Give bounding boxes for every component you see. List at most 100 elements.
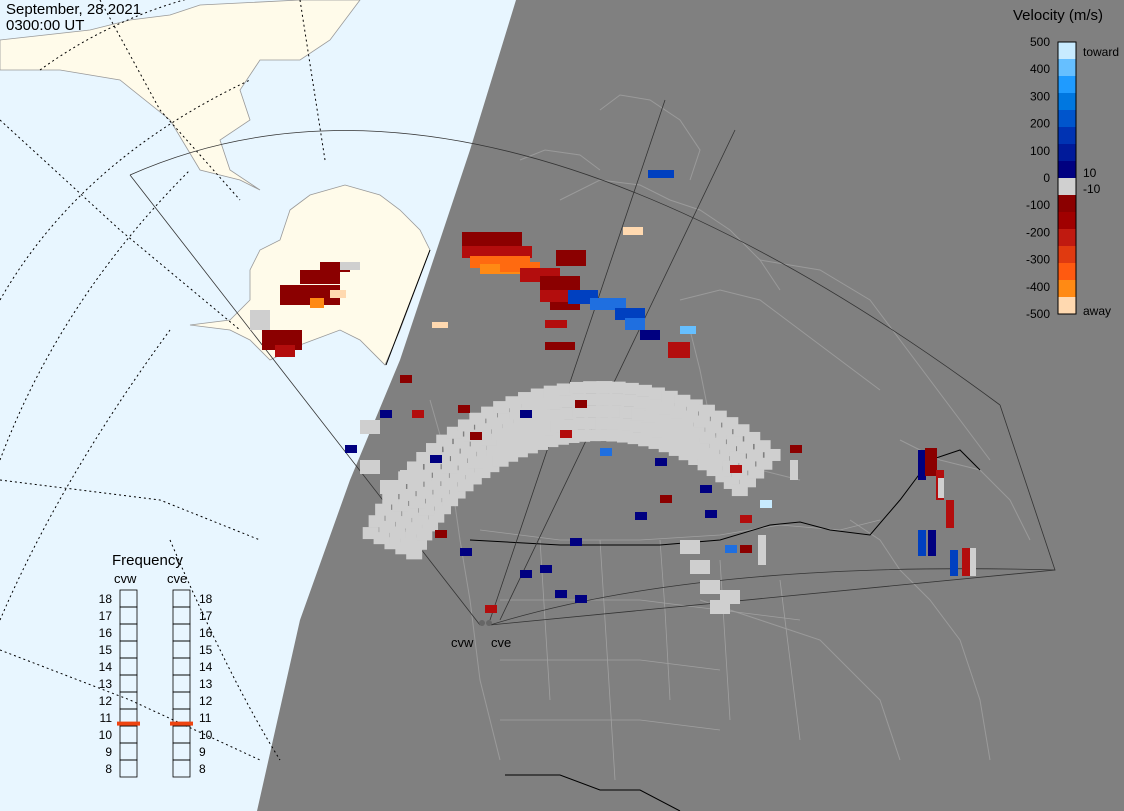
echo-cell: [646, 399, 663, 412]
station-markers: cvw cve: [451, 620, 511, 650]
colorbar-cell: [1058, 280, 1076, 298]
colorbar-title: Velocity (m/s): [1013, 7, 1103, 24]
echo-cell: [558, 395, 575, 408]
echo-cell: [250, 310, 270, 330]
echo-cell: [640, 330, 660, 340]
echo-cell: [660, 495, 672, 503]
echo-cell: [360, 460, 380, 474]
graticule: [0, 0, 326, 761]
frequency-scale-label: 14: [99, 660, 113, 674]
colorbar-frame: [1057, 41, 1077, 315]
colorbar-tick-label: -400: [1026, 280, 1050, 294]
echo-cell: [412, 410, 424, 418]
frequency-scale-label: 18: [199, 592, 213, 606]
echo-cell: [556, 250, 586, 266]
night-coastlines: [429, 94, 1031, 761]
echo-cell: [275, 345, 295, 357]
echo-cell: [674, 394, 691, 407]
echo-cell: [575, 400, 587, 408]
echo-cell: [686, 399, 703, 412]
echo-cell: [520, 570, 532, 578]
velocity-echoes: [250, 170, 976, 614]
echo-cell: [362, 527, 379, 540]
echo-cell: [583, 393, 600, 406]
echo-cell: [545, 320, 567, 328]
frequency-scale-label: 16: [99, 626, 113, 640]
echo-cell: [655, 458, 667, 466]
colorbar-tick-label: 500: [1030, 35, 1050, 49]
echo-cell: [458, 405, 470, 413]
echo-cell: [462, 232, 522, 246]
echo-cell: [633, 396, 650, 409]
echo-cell: [596, 393, 613, 406]
colorbar-cell: [1058, 212, 1076, 230]
echo-cell: [310, 298, 324, 308]
echo-cell: [569, 381, 586, 394]
echo-cell: [609, 381, 626, 394]
echo-cell: [621, 394, 638, 407]
echo-cell: [400, 470, 420, 484]
echo-cell: [928, 530, 936, 556]
frequency-scale-label: 14: [199, 660, 213, 674]
colorbar-tick-label: 100: [1030, 144, 1050, 158]
echo-cell: [648, 387, 665, 400]
colorbar-cell: [1058, 229, 1076, 247]
frequency-scale-label: 13: [199, 677, 213, 691]
echo-cell: [600, 448, 612, 456]
echo-cell: [740, 545, 752, 553]
echo-cell: [758, 535, 766, 565]
echo-cell: [500, 262, 540, 272]
echo-cell: [382, 492, 399, 505]
station-cve-marker: [486, 620, 492, 626]
echo-cell: [635, 384, 652, 397]
time-label: 0300:00 UT: [6, 17, 85, 34]
echo-cell: [400, 375, 412, 383]
frequency-scale-label: 12: [199, 694, 213, 708]
echo-cell: [345, 445, 357, 453]
frequency-cell: [172, 759, 191, 778]
echo-cell: [608, 393, 625, 406]
echo-cell: [380, 480, 400, 494]
echo-cell: [946, 500, 954, 528]
echo-cell: [360, 420, 380, 434]
echo-cell: [330, 290, 346, 298]
echo-cell: [918, 530, 926, 556]
colorbar-cell: [1058, 178, 1076, 196]
echo-cell: [970, 548, 976, 576]
echo-cell: [530, 388, 547, 401]
echo-cell: [700, 580, 720, 594]
echo-cell: [725, 545, 737, 553]
frequency-label-cve: cve: [167, 571, 187, 586]
station-cvw-marker: [479, 620, 485, 626]
frequency-scale-label: 8: [199, 762, 206, 776]
echo-cell: [658, 402, 675, 415]
frequency-indicator-cve: [170, 721, 193, 726]
colorbar-cell: [1058, 297, 1076, 315]
land-siberia: [0, 0, 361, 191]
frequency-label-cvw: cvw: [114, 571, 137, 586]
frequency-scale-label: 15: [199, 643, 213, 657]
echo-cell: [690, 560, 710, 574]
frequency-scale-label: 8: [105, 762, 112, 776]
echo-cell: [710, 600, 730, 614]
frequency-scale-label: 18: [99, 592, 113, 606]
echo-cell: [543, 385, 560, 398]
echo-cell: [705, 510, 717, 518]
echo-cell: [575, 595, 587, 603]
echo-cell: [648, 170, 674, 178]
echo-cell: [625, 318, 645, 330]
echo-cell: [740, 515, 752, 523]
echo-cell: [962, 548, 970, 576]
station-label-cvw: cvw: [451, 635, 474, 650]
colorbar-tick-label: 0: [1043, 171, 1050, 185]
colorbar-small-pos: 10: [1083, 166, 1097, 180]
colorbar-cell: [1058, 195, 1076, 213]
echo-cell: [918, 450, 926, 480]
colorbar-tick-label: -500: [1026, 307, 1050, 321]
echo-cell: [590, 298, 626, 310]
echo-cell: [680, 540, 700, 554]
colorbar-cell: [1058, 110, 1076, 128]
frequency-scale-label: 17: [99, 609, 113, 623]
